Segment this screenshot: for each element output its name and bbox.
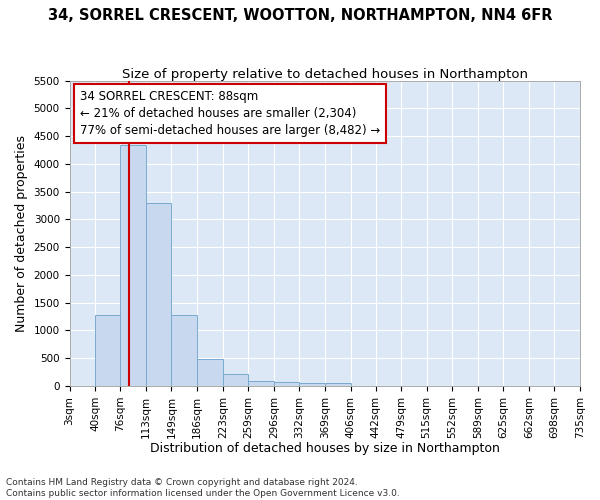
Text: 34, SORREL CRESCENT, WOOTTON, NORTHAMPTON, NN4 6FR: 34, SORREL CRESCENT, WOOTTON, NORTHAMPTO… <box>48 8 552 22</box>
Text: 34 SORREL CRESCENT: 88sqm
← 21% of detached houses are smaller (2,304)
77% of se: 34 SORREL CRESCENT: 88sqm ← 21% of detac… <box>80 90 380 136</box>
Bar <box>95 316 121 386</box>
Bar <box>146 202 172 386</box>
Bar <box>248 380 274 386</box>
Title: Size of property relative to detached houses in Northampton: Size of property relative to detached ho… <box>122 68 528 80</box>
X-axis label: Distribution of detached houses by size in Northampton: Distribution of detached houses by size … <box>150 442 500 455</box>
Bar <box>172 315 197 386</box>
Text: Contains HM Land Registry data © Crown copyright and database right 2024.
Contai: Contains HM Land Registry data © Crown c… <box>6 478 400 498</box>
Y-axis label: Number of detached properties: Number of detached properties <box>15 134 28 332</box>
Bar <box>197 359 223 386</box>
Bar <box>274 382 299 386</box>
Bar <box>223 374 248 386</box>
Bar <box>299 383 325 386</box>
Bar <box>121 146 146 386</box>
Bar <box>325 383 350 386</box>
